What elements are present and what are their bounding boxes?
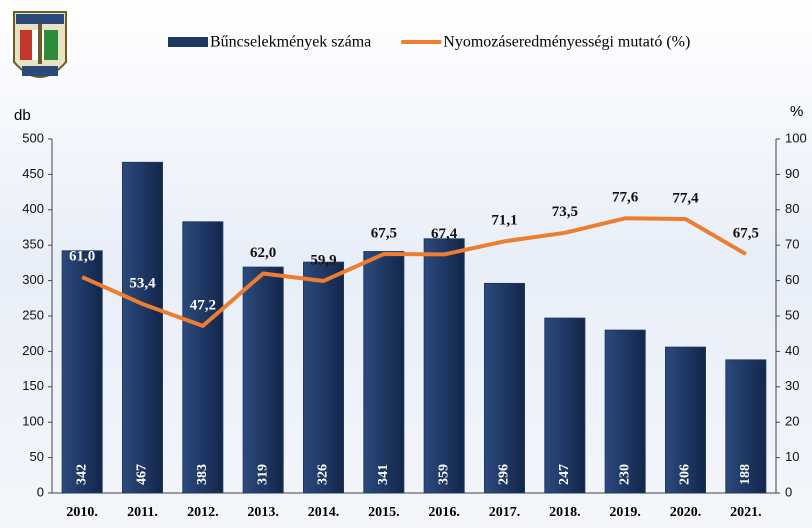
x-tick-label: 2019. — [609, 505, 641, 520]
y2-tick-label: 60 — [785, 272, 799, 287]
x-tick-label: 2021. — [730, 505, 762, 520]
bar-value-label: 188 — [738, 464, 753, 485]
y2-tick-label: 30 — [785, 378, 799, 393]
line-value-label: 67,4 — [431, 226, 458, 242]
y-tick-label: 300 — [22, 272, 44, 287]
y-tick-label: 150 — [22, 378, 44, 393]
x-tick-label: 2020. — [670, 505, 702, 520]
y-tick-label: 100 — [22, 414, 44, 429]
legend-swatch — [168, 37, 208, 47]
x-tick-label: 2014. — [308, 505, 340, 520]
bar-value-label: 206 — [678, 464, 693, 485]
bar-value-label: 467 — [135, 464, 150, 485]
line-value-label: 67,5 — [733, 225, 759, 241]
bar — [424, 239, 464, 493]
y2-tick-label: 20 — [785, 414, 799, 429]
y2-tick-label: 90 — [785, 166, 799, 181]
y2-tick-label: 50 — [785, 307, 799, 322]
line-value-label: 47,2 — [190, 297, 216, 313]
y2-tick-label: 80 — [785, 201, 799, 216]
bar — [304, 262, 344, 493]
line-value-label: 61,0 — [69, 248, 95, 264]
y-tick-label: 250 — [22, 307, 44, 322]
y2-tick-label: 100 — [785, 130, 807, 145]
bar — [364, 252, 404, 493]
chart: Bűncselekmények száma Nyomozáseredményess… — [0, 0, 812, 528]
y2-tick-label: 40 — [785, 343, 799, 358]
line-value-label: 59,9 — [310, 252, 336, 268]
y-axis-label: db — [14, 107, 31, 124]
line-value-label: 77,4 — [672, 190, 699, 206]
y-tick-label: 450 — [22, 166, 44, 181]
bar-value-label: 319 — [255, 464, 270, 485]
bar-value-label: 326 — [316, 464, 331, 485]
bar-value-label: 296 — [497, 464, 512, 485]
x-tick-label: 2016. — [428, 505, 460, 520]
bar — [485, 283, 525, 493]
bar-value-label: 359 — [436, 464, 451, 485]
bar-value-label: 230 — [617, 464, 632, 485]
bar — [123, 162, 163, 493]
y2-tick-label: 10 — [785, 449, 799, 464]
line-value-label: 67,5 — [371, 225, 397, 241]
y-tick-label: 0 — [37, 484, 44, 499]
y2-axis-label: % — [790, 103, 803, 120]
bar-value-label: 247 — [557, 464, 572, 485]
line-value-label: 53,4 — [129, 275, 156, 291]
y-tick-label: 400 — [22, 201, 44, 216]
x-tick-label: 2011. — [127, 505, 158, 520]
x-tick-label: 2018. — [549, 505, 581, 520]
bar-value-label: 383 — [195, 464, 210, 485]
legend-label: Nyomozáseredményességi mutató (%) — [443, 34, 690, 51]
page: {"chart_data": {"type": "bar_line", "cat… — [0, 0, 812, 528]
logo — [14, 12, 66, 77]
x-tick-label: 2015. — [368, 505, 400, 520]
y-tick-label: 500 — [22, 130, 44, 145]
line-value-label: 62,0 — [250, 245, 276, 261]
x-tick-label: 2012. — [187, 505, 219, 520]
legend-label: Bűncselekmények száma — [210, 34, 371, 51]
bar-value-label: 342 — [74, 464, 89, 485]
x-tick-label: 2010. — [66, 505, 98, 520]
line-value-label: 73,5 — [552, 204, 578, 220]
bar-value-label: 341 — [376, 464, 391, 485]
line-value-label: 71,1 — [491, 213, 517, 229]
x-tick-label: 2017. — [489, 505, 521, 520]
line-value-label: 77,6 — [612, 190, 639, 206]
y-tick-label: 200 — [22, 343, 44, 358]
bar — [183, 222, 223, 493]
bar — [243, 267, 283, 493]
x-tick-label: 2013. — [247, 505, 279, 520]
y2-tick-label: 0 — [785, 484, 792, 499]
y2-tick-label: 70 — [785, 237, 799, 252]
y-tick-label: 50 — [30, 449, 44, 464]
bar — [62, 251, 102, 493]
y-tick-label: 350 — [22, 237, 44, 252]
